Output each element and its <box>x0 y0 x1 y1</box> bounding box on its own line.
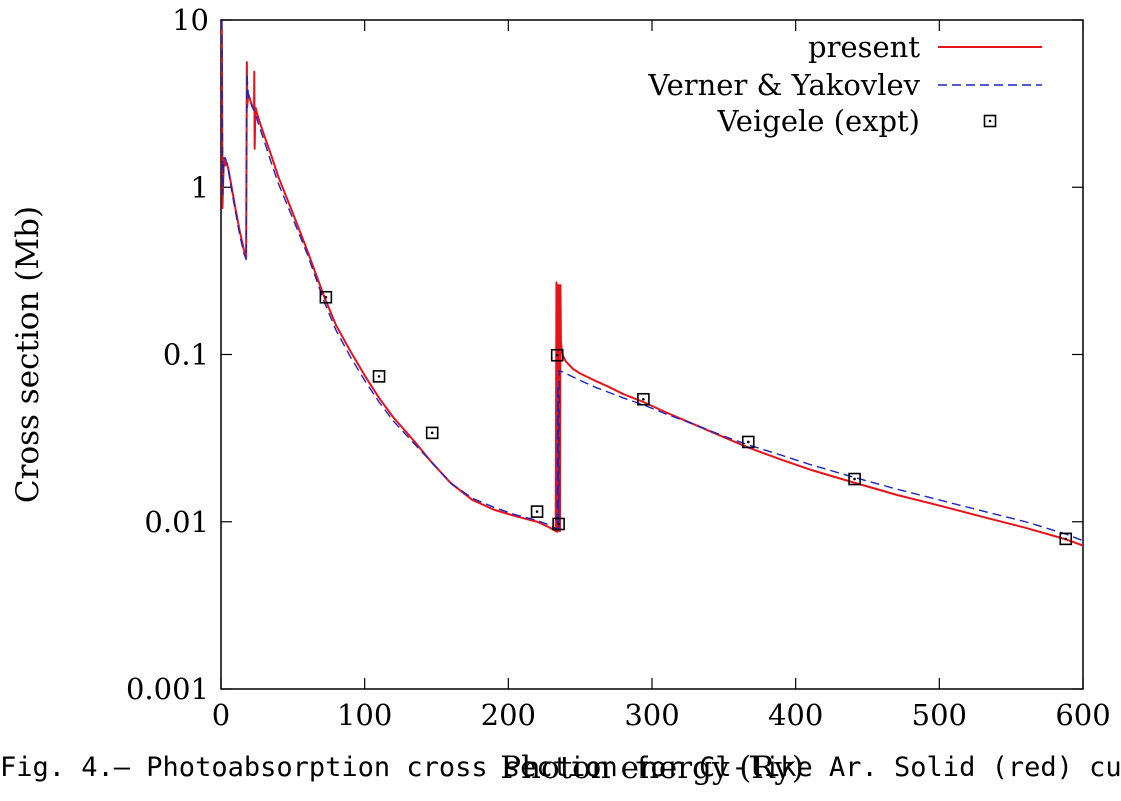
data-point-marker <box>552 517 565 531</box>
marker-square <box>1059 532 1073 546</box>
axis-ticks: 0 100 200 300 400 500 600 0.001 0.01 0.1 1 10 <box>126 3 1111 732</box>
x-tick-label: 0 <box>212 698 230 732</box>
marker-dot <box>324 295 328 299</box>
y-tick-label: 0.1 <box>163 338 209 372</box>
markers-layer <box>319 290 1073 546</box>
legend-label: Verner & Yakovlev <box>647 68 920 102</box>
y-tick-label: 1 <box>191 170 209 204</box>
marker-square <box>425 426 439 440</box>
marker-dot <box>535 510 539 513</box>
marker-square <box>530 505 544 518</box>
series-line-verner-yakovlev <box>221 20 1084 542</box>
marker-dot <box>557 522 560 526</box>
x-tick-label: 600 <box>1055 698 1110 732</box>
marker-square <box>637 392 650 406</box>
legend-label: Veigele (expt) <box>717 104 920 138</box>
marker-square <box>550 348 564 362</box>
data-point-marker <box>372 370 386 383</box>
data-point-marker <box>1059 532 1073 546</box>
y-tick-label: 0.001 <box>126 672 209 706</box>
marker-dot <box>642 397 645 401</box>
y-axis-title: Cross section (Mb) <box>10 206 46 503</box>
figure-caption: Fig. 4.— Photoabsorption cross section f… <box>0 752 1121 783</box>
marker-square <box>741 435 755 449</box>
marker-square <box>552 517 565 531</box>
x-tick-label: 400 <box>768 698 823 732</box>
data-point-marker <box>425 426 439 440</box>
legend-label: present <box>808 30 920 64</box>
data-point-marker <box>741 435 755 449</box>
marker-dot <box>746 440 750 444</box>
data-point-marker <box>550 348 564 362</box>
x-axis-title: Photon energy (Ry) <box>500 750 804 786</box>
x-tick-label: 300 <box>624 698 679 732</box>
legend-marker-dot <box>988 119 992 123</box>
x-tick-label: 100 <box>337 698 392 732</box>
legend-marker <box>983 114 997 128</box>
y-tick-label: 10 <box>172 3 209 37</box>
y-tick-label: 0.01 <box>144 505 209 539</box>
marker-square <box>848 472 861 486</box>
data-point-marker <box>637 392 650 406</box>
marker-square <box>372 370 386 383</box>
plot-frame <box>220 19 1084 690</box>
x-tick-label: 500 <box>912 698 967 732</box>
marker-square <box>319 290 333 304</box>
data-point-marker <box>319 290 333 304</box>
marker-dot <box>377 375 381 378</box>
marker-dot <box>555 353 559 357</box>
data-point-marker <box>530 505 544 518</box>
series-layer <box>220 20 1084 547</box>
marker-dot <box>430 431 434 435</box>
x-tick-label: 200 <box>481 698 536 732</box>
marker-dot <box>853 477 856 481</box>
plot-border <box>220 19 1084 690</box>
data-point-marker <box>848 472 861 486</box>
legend-marker-square <box>983 114 997 128</box>
marker-dot <box>1064 537 1068 541</box>
